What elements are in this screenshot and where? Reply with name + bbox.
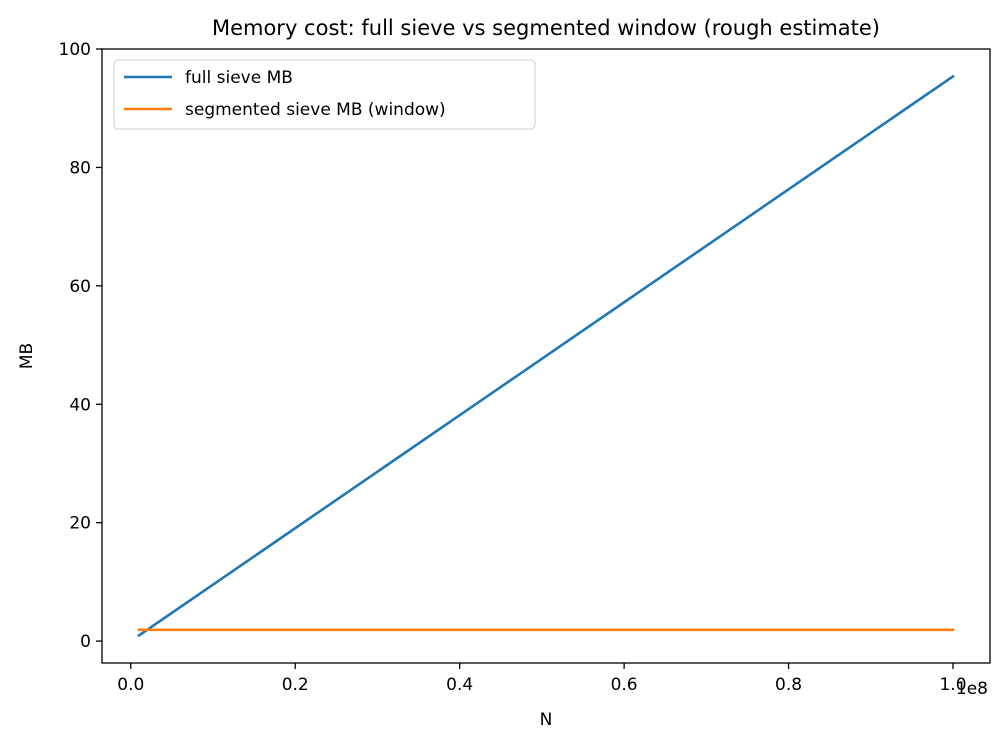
x-tick-label: 1.0	[939, 675, 966, 695]
x-tick-label: 0.2	[282, 675, 309, 695]
y-tick-label: 80	[69, 158, 91, 178]
y-tick-label: 20	[69, 514, 91, 534]
legend-label-0: full sieve MB	[185, 68, 293, 88]
series-line-0	[137, 74, 955, 638]
x-tick-label: 0.4	[446, 675, 473, 695]
y-tick-label: 60	[69, 277, 91, 297]
x-tick-label: 0.0	[117, 675, 144, 695]
plot-frame	[101, 48, 991, 664]
x-offset-label: 1e8	[956, 679, 988, 699]
legend: full sieve MB segmented sieve MB (window)	[113, 59, 536, 130]
x-tick-label: 0.8	[775, 675, 802, 695]
chart-title: Memory cost: full sieve vs segmented win…	[212, 16, 880, 40]
y-tick-label: 0	[80, 632, 91, 652]
y-axis-label: MB	[17, 343, 37, 369]
y-tick-label: 100	[59, 40, 91, 60]
legend-box	[113, 59, 536, 130]
legend-label-1: segmented sieve MB (window)	[185, 100, 446, 120]
x-axis-label: N	[540, 710, 553, 730]
x-tick-label: 0.6	[611, 675, 638, 695]
series-layer	[137, 74, 955, 638]
y-tick-label: 40	[69, 395, 91, 415]
ticks-layer: 0.0 0.2 0.4 0.6 0.8 1.0 0 20 40 60 80 100	[59, 40, 967, 695]
